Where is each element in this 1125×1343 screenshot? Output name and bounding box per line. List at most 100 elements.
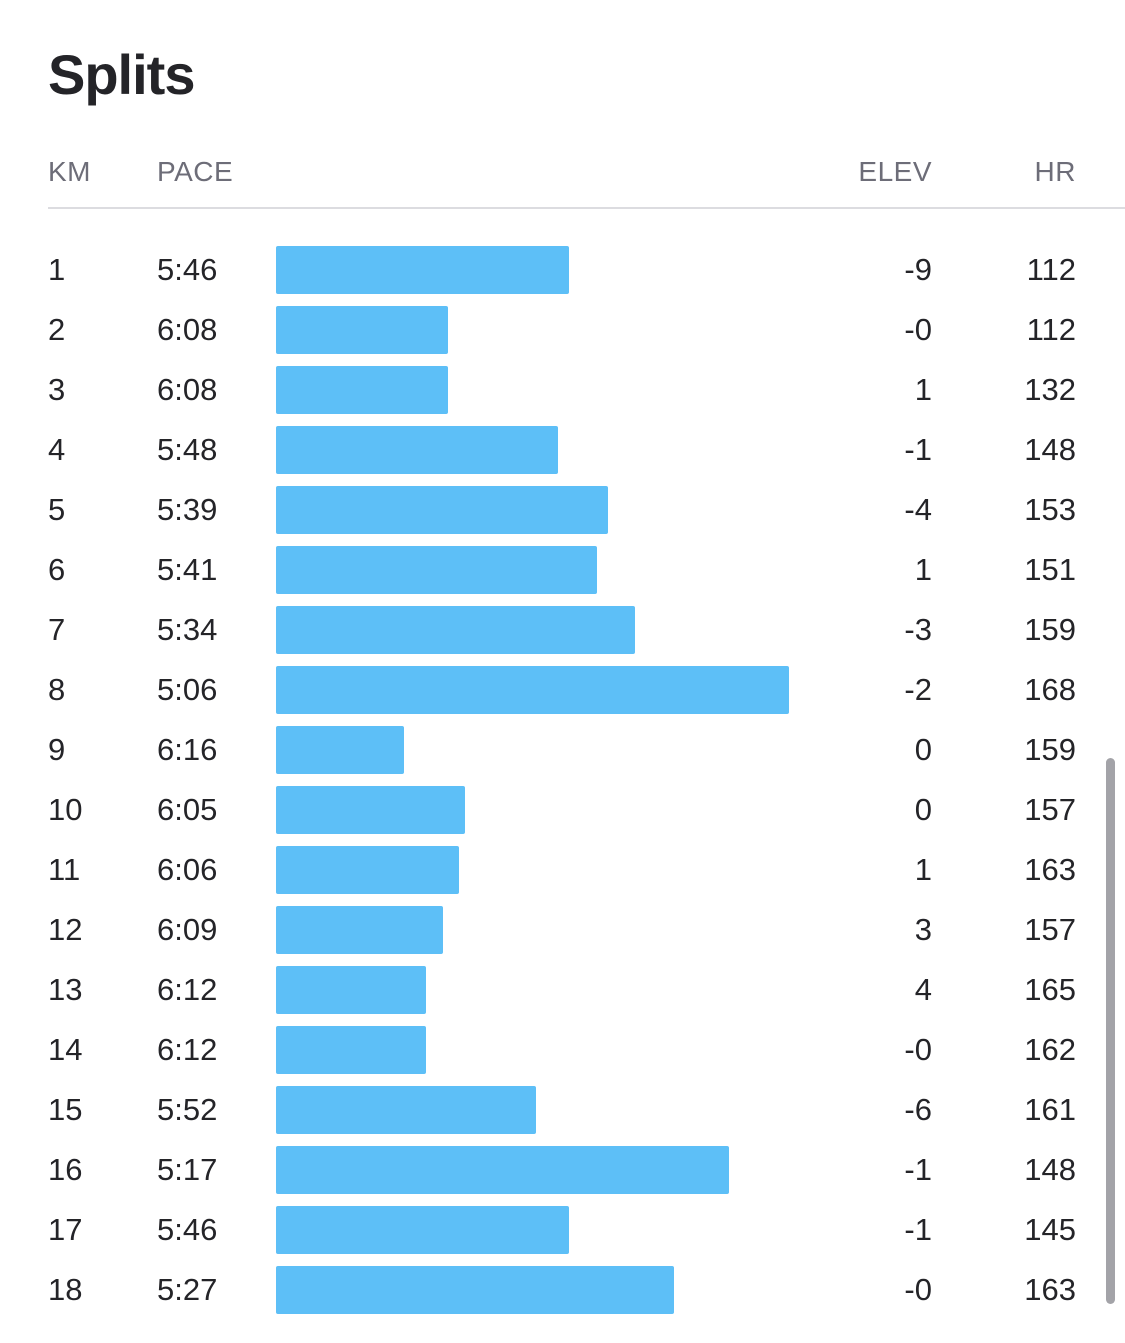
pace-bar-track — [276, 1086, 789, 1134]
split-km: 18 — [48, 1272, 83, 1307]
split-pace: 5:27 — [157, 1272, 218, 1307]
split-hr: 157 — [1024, 792, 1076, 827]
split-row: 15 5:52 -6 161 — [0, 1080, 1125, 1140]
column-header-pace: PACE — [157, 156, 234, 187]
split-km: 8 — [48, 672, 66, 707]
split-hr: 153 — [1024, 492, 1076, 527]
split-km: 6 — [48, 552, 66, 587]
pace-bar — [276, 1146, 729, 1194]
split-elev: -1 — [904, 1212, 932, 1247]
split-elev: 4 — [914, 972, 932, 1007]
split-row: 4 5:48 -1 148 — [0, 420, 1125, 480]
split-row: 13 6:12 4 165 — [0, 960, 1125, 1020]
split-hr: 161 — [1024, 1092, 1076, 1127]
column-header-hr: HR — [1034, 156, 1076, 187]
pace-bar-track — [276, 726, 789, 774]
split-km: 17 — [48, 1212, 83, 1247]
pace-bar-track — [276, 426, 789, 474]
split-hr: 112 — [1026, 312, 1076, 347]
pace-bar-track — [276, 546, 789, 594]
pace-bar — [276, 666, 789, 714]
split-km: 9 — [48, 732, 66, 767]
splits-table-header: KM PACE ELEV HR — [0, 150, 1125, 194]
split-row: 12 6:09 3 157 — [0, 900, 1125, 960]
pace-bar — [276, 606, 635, 654]
split-elev: -0 — [904, 312, 932, 347]
split-pace: 5:41 — [157, 552, 218, 587]
splits-list: 1 5:46 -9 112 2 6:08 -0 112 3 6:08 1 132 4 5:48 -1 148 5… — [0, 240, 1125, 1320]
split-row: 9 6:16 0 159 — [0, 720, 1125, 780]
split-elev: 1 — [914, 552, 932, 587]
split-km: 14 — [48, 1032, 83, 1067]
split-row: 1 5:46 -9 112 — [0, 240, 1125, 300]
split-elev: -1 — [904, 1152, 932, 1187]
pace-bar — [276, 1026, 426, 1074]
split-pace: 5:17 — [157, 1152, 218, 1187]
split-pace: 6:08 — [157, 372, 218, 407]
split-row: 18 5:27 -0 163 — [0, 1260, 1125, 1320]
split-pace: 6:12 — [157, 972, 218, 1007]
pace-bar-track — [276, 366, 789, 414]
pace-bar — [276, 726, 404, 774]
split-row: 8 5:06 -2 168 — [0, 660, 1125, 720]
pace-bar — [276, 246, 569, 294]
split-row: 11 6:06 1 163 — [0, 840, 1125, 900]
split-elev: -9 — [904, 252, 932, 287]
split-elev: -4 — [904, 492, 932, 527]
split-km: 10 — [48, 792, 83, 827]
split-pace: 6:05 — [157, 792, 218, 827]
pace-bar — [276, 786, 465, 834]
split-hr: 151 — [1024, 552, 1076, 587]
split-hr: 148 — [1024, 432, 1076, 467]
split-row: 14 6:12 -0 162 — [0, 1020, 1125, 1080]
split-km: 11 — [48, 852, 81, 887]
split-pace: 5:46 — [157, 252, 218, 287]
pace-bar-track — [276, 306, 789, 354]
split-elev: 0 — [914, 732, 932, 767]
split-pace: 5:46 — [157, 1212, 218, 1247]
pace-bar — [276, 366, 448, 414]
split-km: 5 — [48, 492, 66, 527]
pace-bar — [276, 306, 448, 354]
split-row: 16 5:17 -1 148 — [0, 1140, 1125, 1200]
split-km: 3 — [48, 372, 66, 407]
pace-bar — [276, 1266, 674, 1314]
split-pace: 5:39 — [157, 492, 218, 527]
split-km: 12 — [48, 912, 83, 947]
split-elev: -6 — [904, 1092, 932, 1127]
pace-bar — [276, 486, 608, 534]
pace-bar-track — [276, 1146, 789, 1194]
pace-bar-track — [276, 246, 789, 294]
split-pace: 6:08 — [157, 312, 218, 347]
pace-bar — [276, 846, 459, 894]
split-hr: 148 — [1024, 1152, 1076, 1187]
column-header-km: KM — [48, 156, 91, 187]
split-hr: 162 — [1024, 1032, 1076, 1067]
split-hr: 112 — [1026, 252, 1076, 287]
split-elev: 3 — [914, 912, 932, 947]
split-pace: 5:34 — [157, 612, 218, 647]
split-elev: -3 — [904, 612, 932, 647]
split-km: 7 — [48, 612, 66, 647]
split-pace: 5:06 — [157, 672, 218, 707]
split-km: 15 — [48, 1092, 83, 1127]
split-pace: 6:12 — [157, 1032, 218, 1067]
header-divider — [48, 207, 1125, 209]
split-hr: 165 — [1024, 972, 1076, 1007]
split-row: 6 5:41 1 151 — [0, 540, 1125, 600]
pace-bar — [276, 1206, 569, 1254]
split-row: 5 5:39 -4 153 — [0, 480, 1125, 540]
column-header-elev: ELEV — [858, 156, 932, 187]
split-hr: 163 — [1024, 852, 1076, 887]
split-row: 10 6:05 0 157 — [0, 780, 1125, 840]
split-elev: 0 — [914, 792, 932, 827]
split-elev: -0 — [904, 1272, 932, 1307]
vertical-scrollbar[interactable] — [1106, 758, 1115, 1304]
split-row: 17 5:46 -1 145 — [0, 1200, 1125, 1260]
split-hr: 159 — [1024, 732, 1076, 767]
split-elev: -2 — [904, 672, 932, 707]
split-pace: 6:16 — [157, 732, 218, 767]
pace-bar-track — [276, 666, 789, 714]
pace-bar — [276, 546, 597, 594]
pace-bar-track — [276, 1266, 789, 1314]
